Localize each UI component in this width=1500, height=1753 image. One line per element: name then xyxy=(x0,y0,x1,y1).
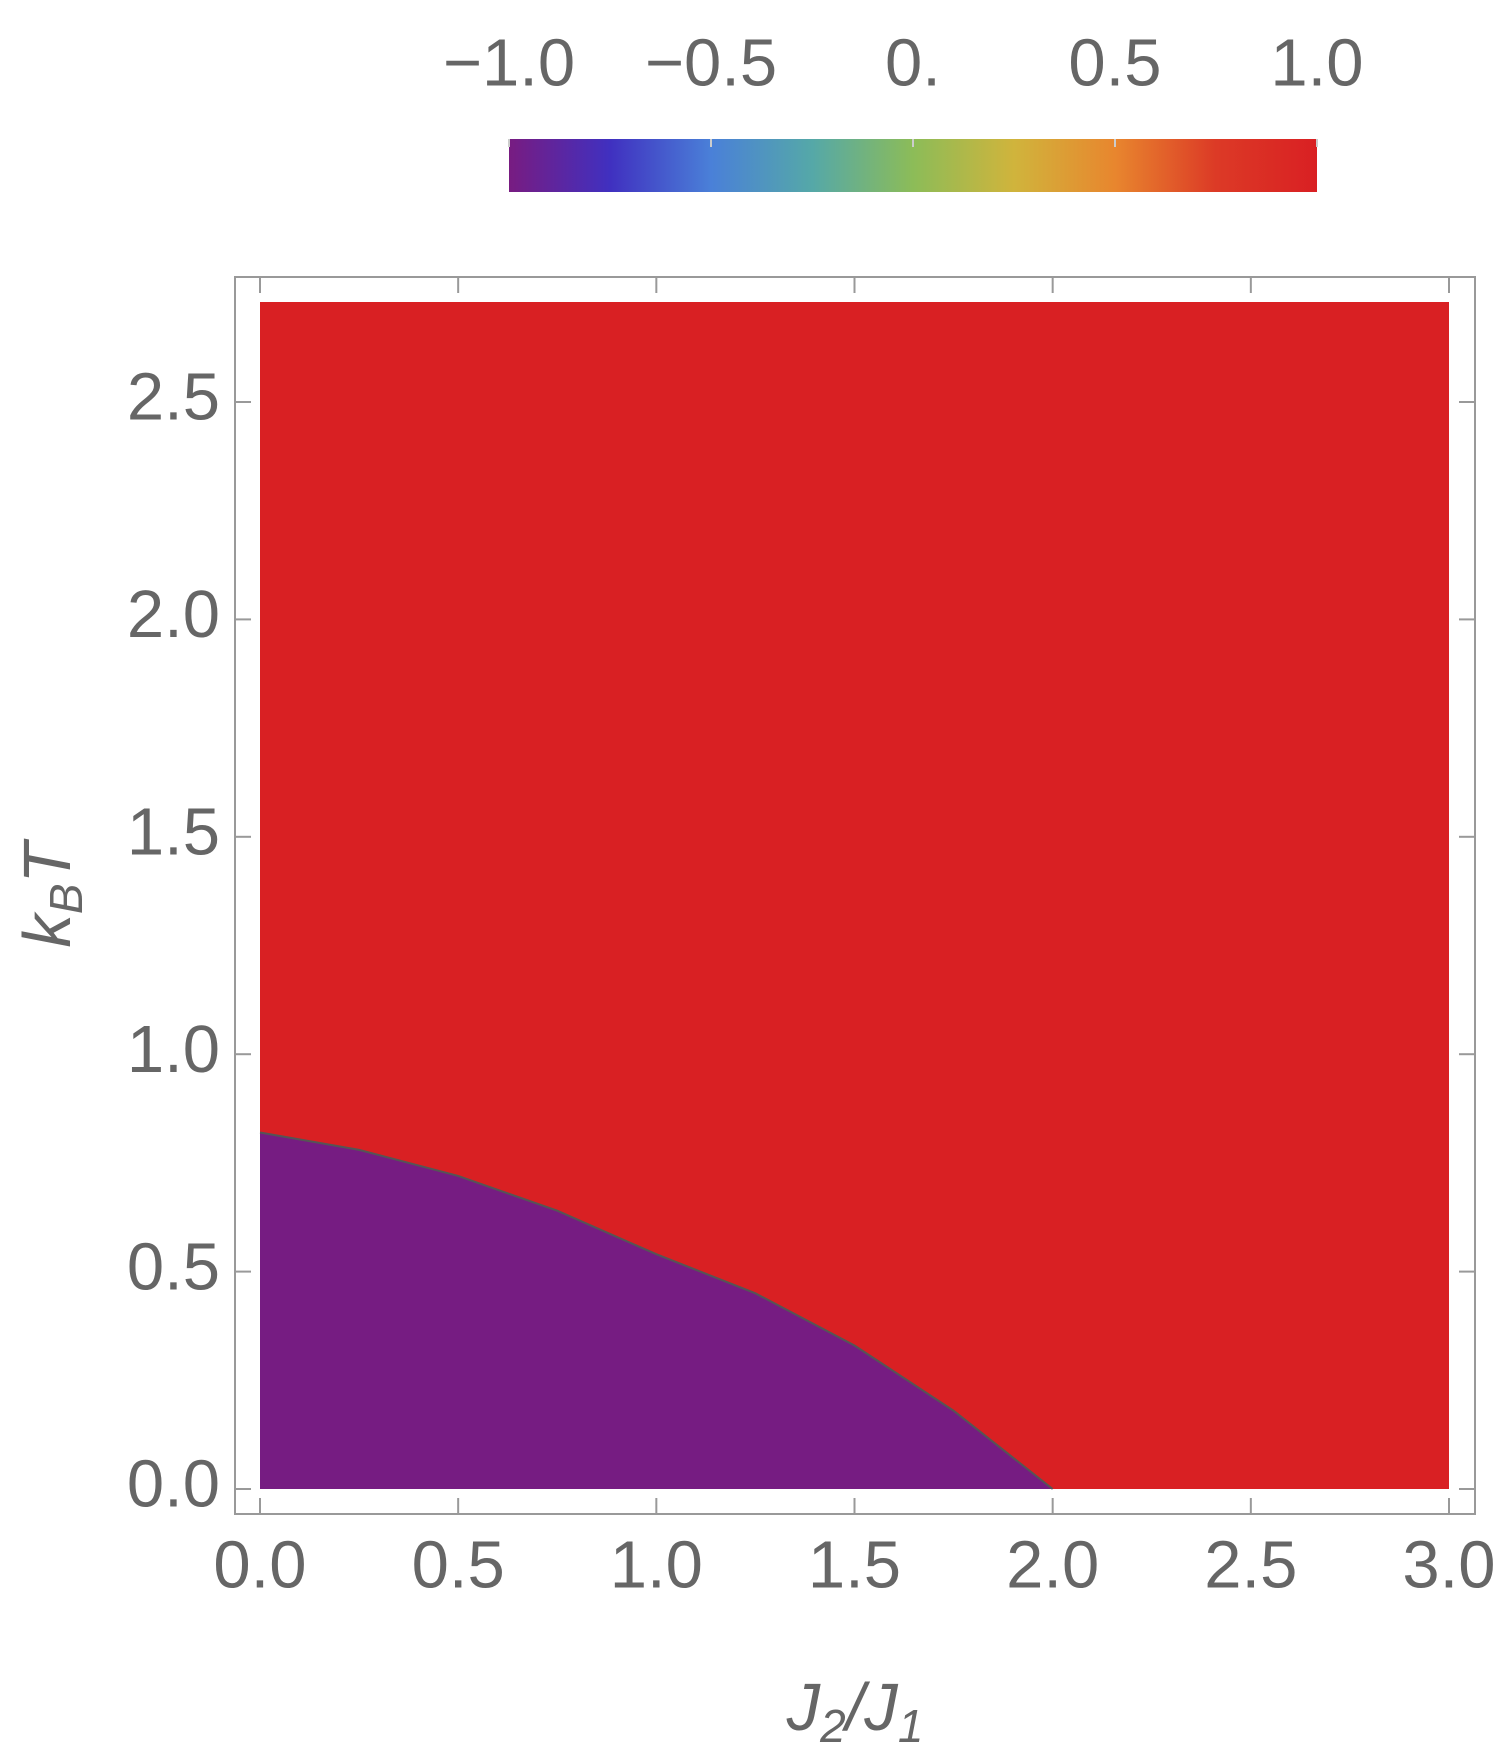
boundary-line xyxy=(259,1131,1054,1490)
x-axis-title: J2/J1 xyxy=(786,1670,924,1752)
x-tick-label: 0.0 xyxy=(213,1528,306,1603)
x-axis-title-part: 1 xyxy=(898,1700,924,1752)
y-tick-label: 1.0 xyxy=(127,1012,220,1087)
y-axis-title: kBT xyxy=(10,838,92,947)
colorbar xyxy=(509,139,1317,192)
y-axis-title-part: T xyxy=(10,838,85,883)
x-tick-label: 2.5 xyxy=(1204,1528,1297,1603)
y-axis-title-part: B xyxy=(40,883,92,914)
x-tick-label: 2.0 xyxy=(1006,1528,1099,1603)
x-axis-title-part: J xyxy=(786,1670,822,1745)
x-tick-label: 1.0 xyxy=(610,1528,703,1603)
x-tick-label: 3.0 xyxy=(1402,1528,1495,1603)
x-tick-label: 1.5 xyxy=(808,1528,901,1603)
colorbar-tick-label: −1.0 xyxy=(443,26,575,101)
region xyxy=(260,1132,1053,1489)
x-tick-label: 0.5 xyxy=(412,1528,505,1603)
y-tick-label: 2.5 xyxy=(127,360,220,435)
colorbar-tick-label: 1.0 xyxy=(1270,26,1363,101)
y-axis-title-part: k xyxy=(10,911,85,948)
colorbar-tick-label: −0.5 xyxy=(645,26,777,101)
y-tick-label: 0.0 xyxy=(127,1447,220,1522)
y-tick-label: 1.5 xyxy=(127,795,220,870)
y-tick-label: 2.0 xyxy=(127,577,220,652)
frame xyxy=(234,276,1476,1515)
colorbar-tick-label: 0.5 xyxy=(1068,26,1161,101)
colorbar-tick-label: 0. xyxy=(885,26,941,101)
x-axis-title-part: /J xyxy=(842,1670,900,1745)
x-axis-title-part: 2 xyxy=(819,1700,846,1752)
y-tick-label: 0.5 xyxy=(127,1229,220,1304)
